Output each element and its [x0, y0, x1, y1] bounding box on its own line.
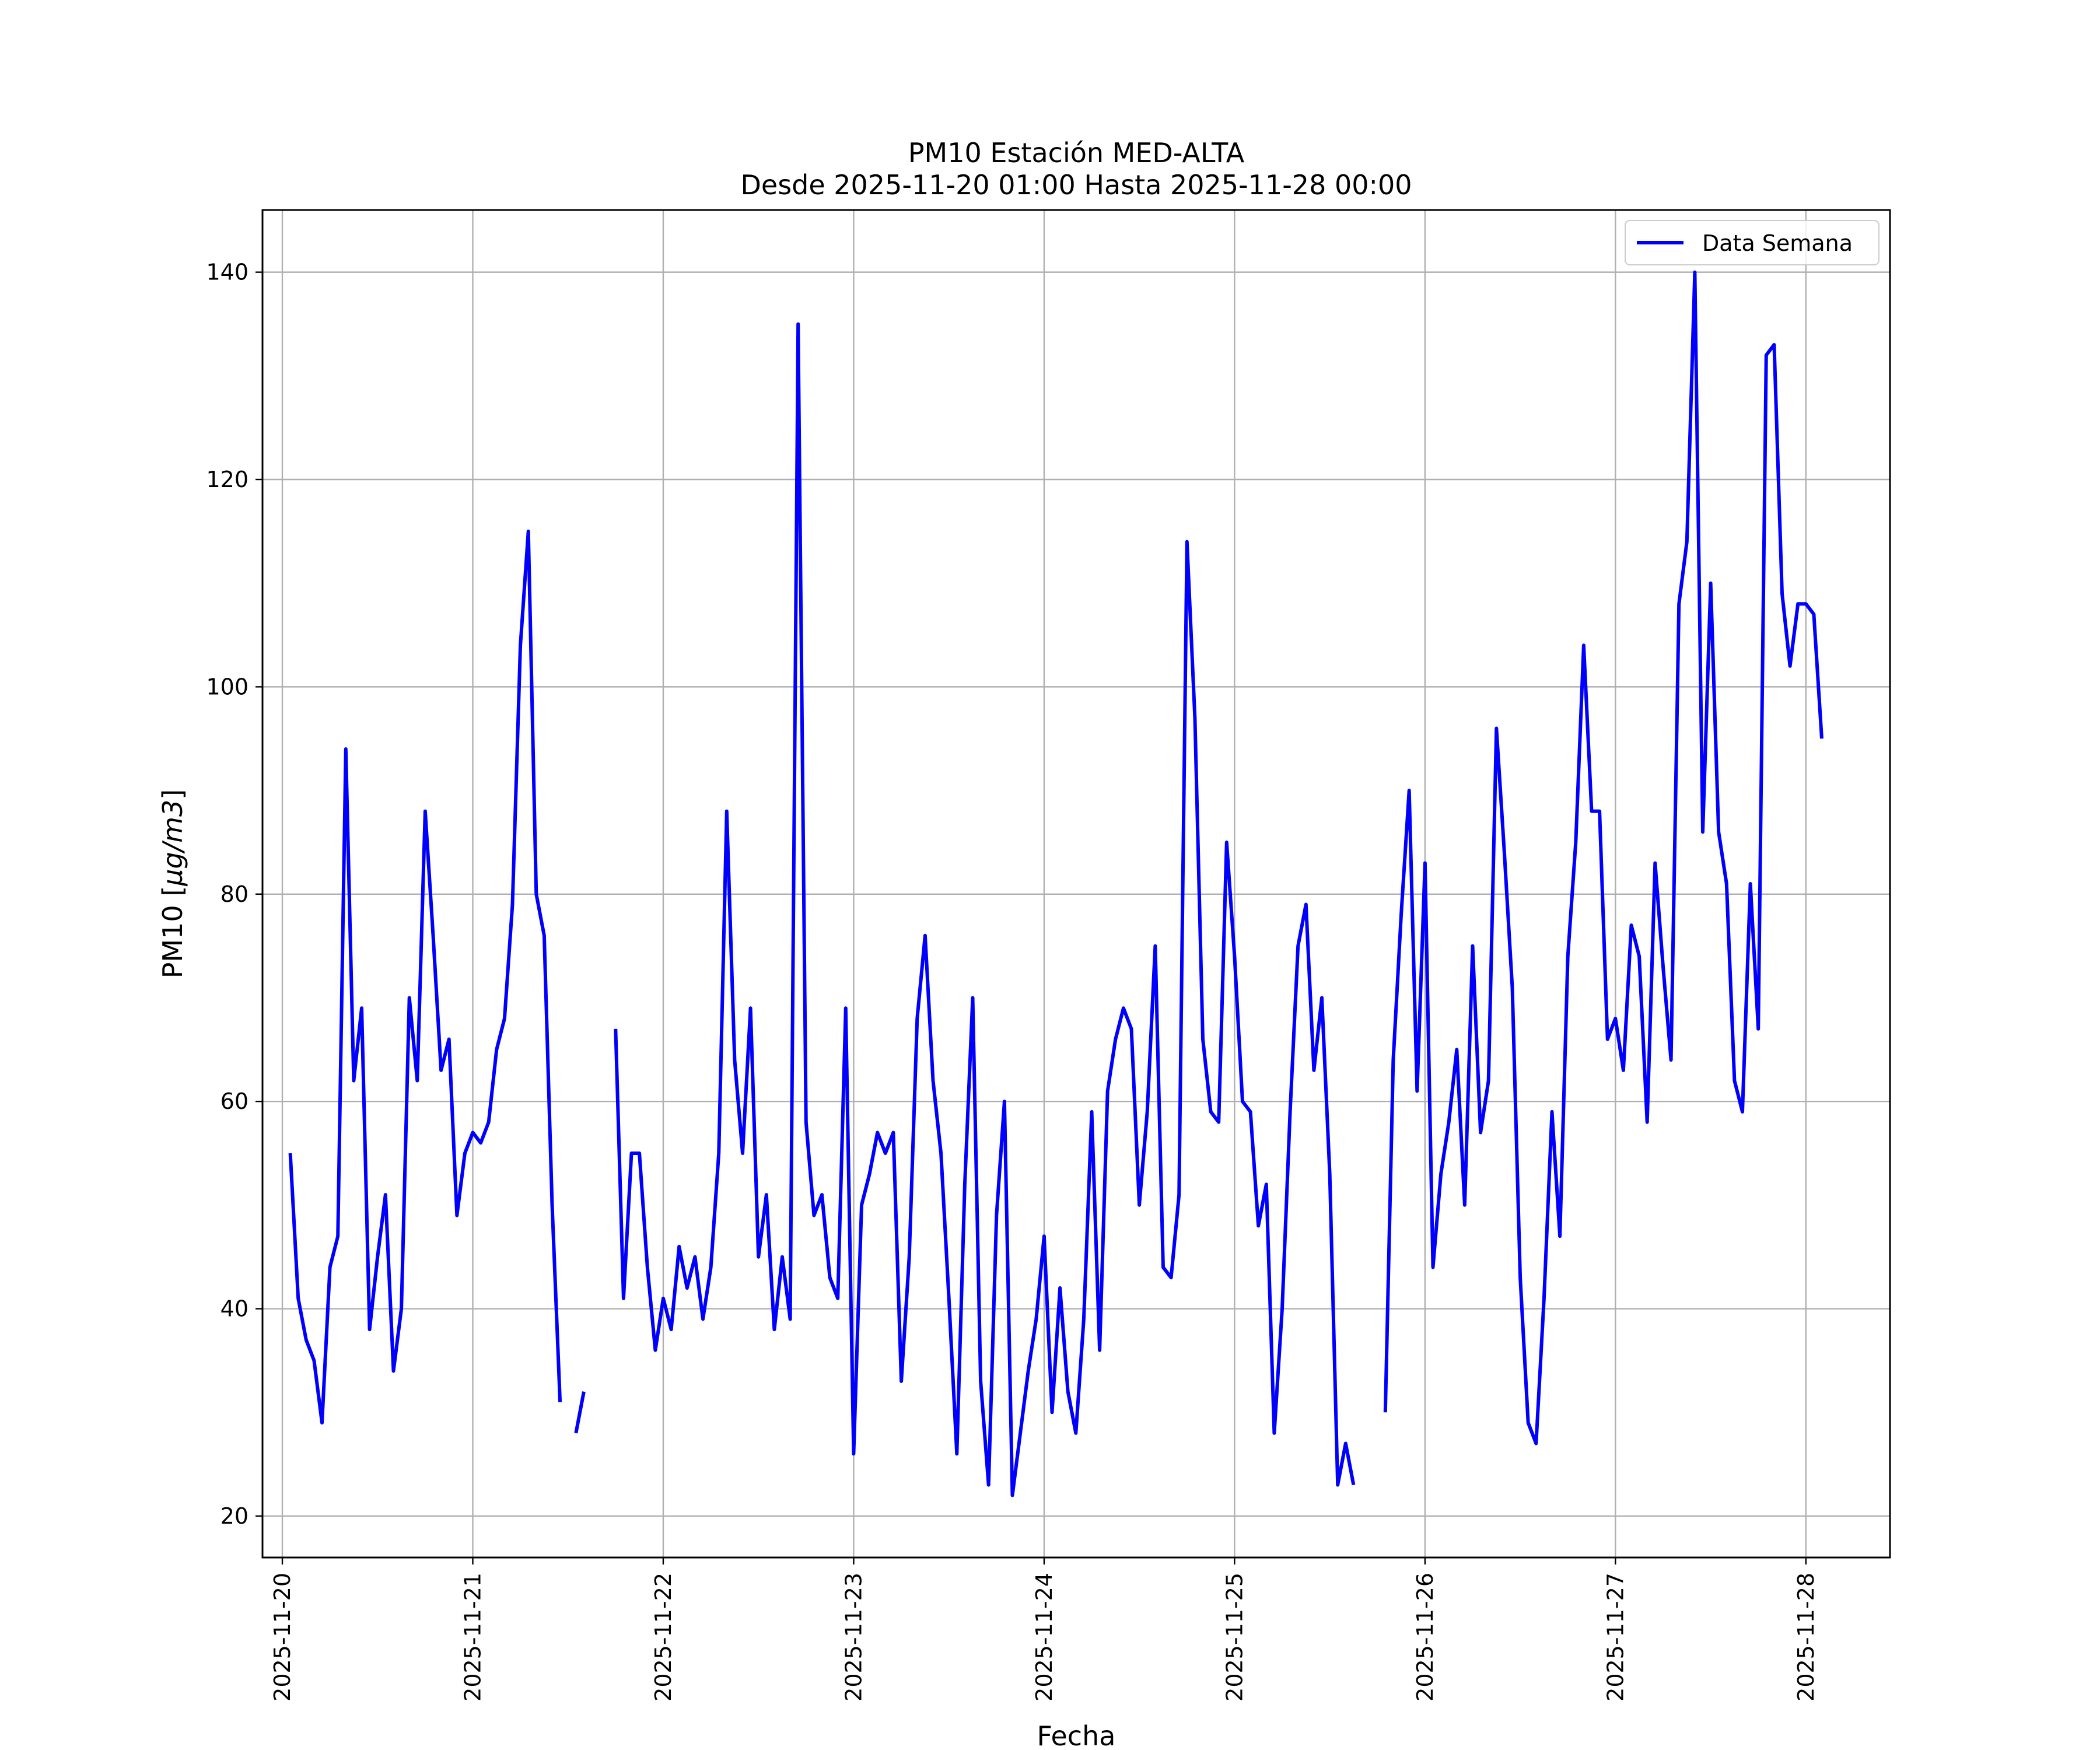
- series-line-segment: [1383, 270, 1824, 1446]
- chart-title: PM10 Estación MED-ALTA: [908, 137, 1245, 169]
- y-tick-label: 100: [206, 674, 249, 699]
- series-line-segment: [574, 1391, 586, 1434]
- x-tick-label: 2025-11-21: [460, 1573, 485, 1702]
- x-axis-ticks: 2025-11-20 2025-11-21 2025-11-22 2025-11-23…: [270, 1558, 1819, 1702]
- y-axis-ticks: 20 40 60 80 100 120 140: [206, 260, 262, 1529]
- x-tick-label: 2025-11-24: [1031, 1573, 1057, 1702]
- y-axis-label-main: PM10 [: [157, 886, 188, 979]
- y-axis-label-unit: μg/m3: [157, 800, 188, 887]
- legend-box: [1625, 220, 1880, 265]
- series-line-segment: [614, 322, 1356, 1497]
- series-line-segment: [288, 529, 562, 1424]
- x-tick-label: 2025-11-26: [1412, 1573, 1438, 1702]
- y-tick-label: 80: [220, 881, 249, 907]
- y-tick-label: 40: [220, 1296, 249, 1322]
- series-lines: [288, 270, 1824, 1497]
- y-tick-label: 20: [220, 1503, 249, 1529]
- plot-background: [262, 210, 1890, 1558]
- y-tick-label: 120: [206, 467, 249, 492]
- chart-subtitle: Desde 2025-11-20 01:00 Hasta 2025-11-28 …: [740, 169, 1412, 201]
- y-tick-label: 60: [220, 1088, 249, 1114]
- x-tick-label: 2025-11-25: [1222, 1573, 1247, 1702]
- y-tick-label: 140: [206, 260, 249, 285]
- legend-entry-data-semana: Data Semana: [1702, 230, 1853, 256]
- x-axis-label: Fecha: [1037, 1720, 1116, 1750]
- legend: Data Semana: [1625, 220, 1880, 265]
- x-tick-label: 2025-11-28: [1793, 1573, 1819, 1702]
- x-tick-label: 2025-11-20: [270, 1573, 295, 1702]
- x-tick-label: 2025-11-23: [841, 1573, 866, 1702]
- x-tick-label: 2025-11-22: [650, 1573, 676, 1702]
- x-tick-label: 2025-11-27: [1602, 1573, 1628, 1702]
- y-axis-label: PM10 [μg/m3]: [157, 789, 188, 979]
- plot-frame: [261, 209, 1891, 1559]
- y-axis-label-end: ]: [157, 789, 188, 800]
